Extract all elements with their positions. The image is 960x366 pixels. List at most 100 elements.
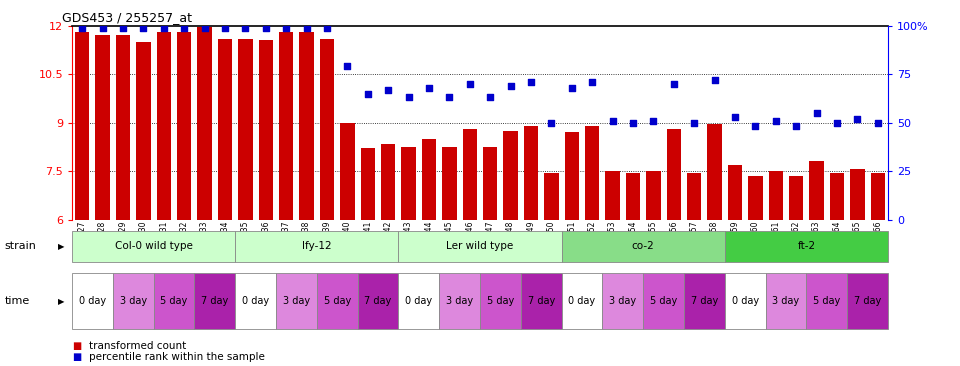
Bar [766,273,806,329]
Bar [361,149,375,220]
Bar [238,38,252,220]
Bar [381,143,396,220]
Point [320,25,335,30]
Point [625,120,640,126]
Bar [258,40,273,220]
Bar [684,273,725,329]
Point [177,25,192,30]
Point [585,79,600,85]
Text: 3 day: 3 day [283,296,310,306]
Bar [524,126,539,220]
Point [462,81,477,87]
Bar [276,273,317,329]
Text: ▶: ▶ [58,296,64,306]
Text: strain: strain [5,241,36,251]
Text: ■: ■ [72,341,82,351]
Point [421,85,437,91]
Point [238,25,253,30]
Bar [562,231,725,262]
Point [605,118,620,124]
Bar [666,129,681,220]
Bar [136,42,151,220]
Bar [606,171,620,220]
Point [380,87,396,93]
Bar [643,273,684,329]
Point [75,25,90,30]
Text: 7 day: 7 day [691,296,718,306]
Bar [113,273,154,329]
Bar [398,273,440,329]
Bar [235,273,276,329]
Text: Ler wild type: Ler wild type [446,241,514,251]
Bar [320,38,334,220]
Point [768,118,783,124]
Text: 5 day: 5 day [487,296,514,306]
Bar [463,129,477,220]
Point [299,25,314,30]
Point [523,79,539,85]
Bar [340,123,354,220]
Point [503,83,518,89]
Bar [480,273,521,329]
Bar [440,273,480,329]
Bar [503,131,517,220]
Bar [585,126,599,220]
Text: 0 day: 0 day [79,296,106,306]
Text: 3 day: 3 day [610,296,636,306]
Point [686,120,702,126]
Bar [687,173,702,220]
Text: 7 day: 7 day [365,296,392,306]
Bar [279,32,294,220]
Point [442,94,457,100]
Text: 0 day: 0 day [405,296,432,306]
Bar [156,32,171,220]
Bar [72,273,113,329]
Bar [235,231,398,262]
Bar [809,161,824,220]
Text: time: time [5,296,30,306]
Bar [708,124,722,220]
Point [258,25,274,30]
Text: ▶: ▶ [58,242,64,251]
Point [829,120,845,126]
Bar [871,173,885,220]
Bar [789,176,804,220]
Text: co-2: co-2 [632,241,655,251]
Bar [562,273,603,329]
Bar [725,231,888,262]
Bar [544,173,559,220]
Bar [198,27,212,220]
Bar [401,147,416,220]
Text: ■: ■ [72,352,82,362]
Point [360,90,375,96]
Text: ft-2: ft-2 [798,241,815,251]
Point [278,25,294,30]
Point [115,25,131,30]
Point [788,124,804,130]
Point [217,25,232,30]
Text: 0 day: 0 day [568,296,595,306]
Point [95,25,110,30]
Bar [728,165,742,220]
Point [666,81,682,87]
Bar [806,273,848,329]
Bar [483,147,497,220]
Bar [300,32,314,220]
Text: Col-0 wild type: Col-0 wild type [114,241,193,251]
Point [707,77,722,83]
Text: 7 day: 7 day [854,296,881,306]
Point [156,25,172,30]
Text: 7 day: 7 day [202,296,228,306]
Point [748,124,763,130]
Bar [443,147,457,220]
Bar [848,273,888,329]
Bar [194,273,235,329]
Bar [398,231,562,262]
Text: lfy-12: lfy-12 [302,241,331,251]
Text: transformed count: transformed count [89,341,186,351]
Bar [75,32,89,220]
Point [646,118,661,124]
Text: 0 day: 0 day [242,296,269,306]
Bar [748,176,762,220]
Bar [72,231,235,262]
